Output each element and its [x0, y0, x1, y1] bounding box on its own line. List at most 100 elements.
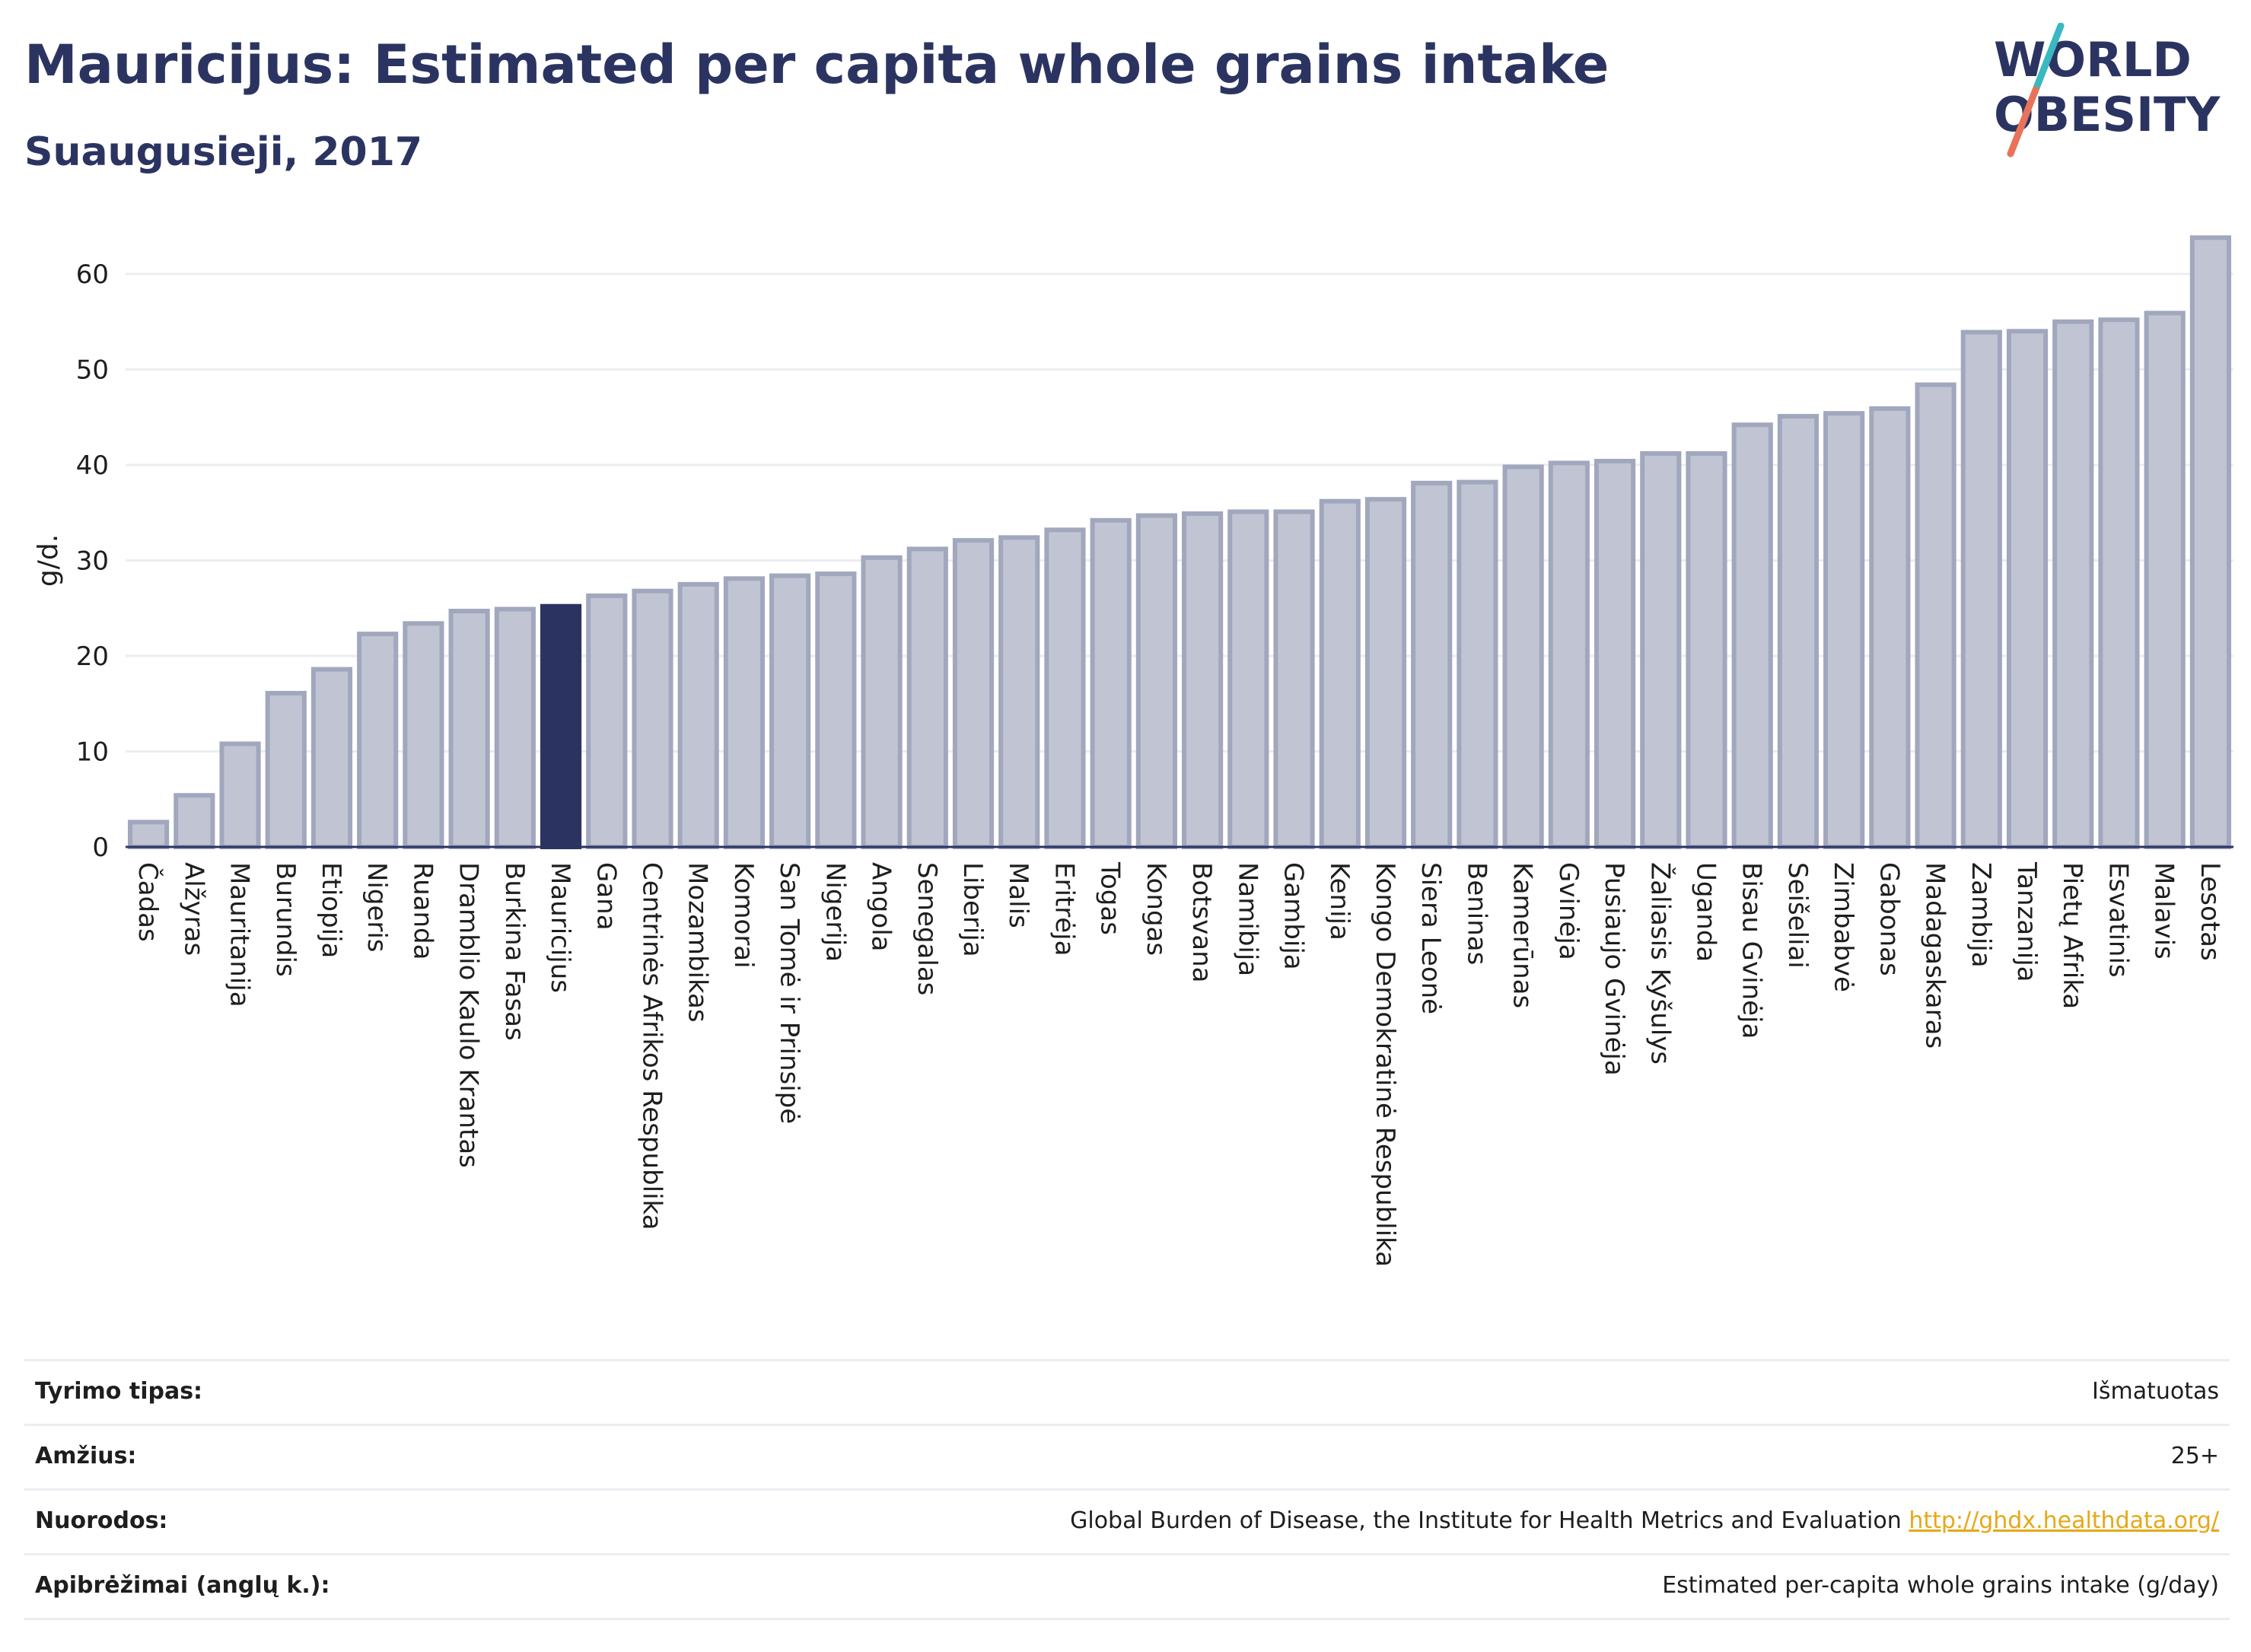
x-tick-label: Etiopija	[316, 862, 346, 958]
bar	[540, 603, 582, 849]
x-tick-label: Alžyras	[178, 862, 209, 956]
bar	[769, 573, 811, 850]
bar	[219, 741, 261, 850]
x-tick-label: Zimbabvė	[1828, 862, 1858, 992]
x-tick-label: Mauritanija	[224, 862, 255, 1007]
x-tick-label: Kamerūnas	[1508, 862, 1538, 1008]
x-tick-label: Namibija	[1232, 862, 1262, 976]
bar	[861, 555, 903, 849]
y-tick-label: 50	[76, 355, 109, 386]
bar	[906, 546, 948, 849]
x-tick-label: Čadas	[132, 862, 164, 942]
x-tick-label: Kenija	[1324, 862, 1355, 941]
y-tick-label: 20	[76, 641, 109, 672]
x-tick-label: San Tomė ir Prinsipė	[774, 862, 804, 1124]
meta-row-definitions: Apibrėžimai (anglų k.): Estimated per-ca…	[24, 1553, 2230, 1620]
bar	[632, 588, 673, 849]
bar	[1457, 479, 1498, 850]
bar	[1548, 460, 1590, 849]
x-tick-label: Uganda	[1691, 862, 1721, 962]
bar	[1044, 527, 1086, 850]
bar	[723, 576, 766, 849]
meta-row-study-type: Tyrimo tipas: Išmatuotas	[24, 1359, 2230, 1424]
reference-text: Global Burden of Disease, the Institute …	[1070, 1507, 1902, 1534]
meta-row-age: Amžius: 25+	[24, 1424, 2230, 1488]
bar	[1227, 509, 1269, 849]
x-tick-label: Angola	[866, 862, 896, 951]
x-tick-label: Senegalas	[912, 862, 942, 995]
y-tick-label: 60	[76, 259, 109, 290]
y-axis-label: g/d.	[33, 534, 64, 587]
x-tick-label: Dramblio Kaulo Krantas	[454, 862, 484, 1168]
y-tick-label: 10	[76, 737, 109, 768]
bar	[403, 621, 444, 850]
bar	[1915, 382, 1956, 849]
x-tick-label: Beninas	[1461, 862, 1492, 965]
meta-value-references: Global Burden of Disease, the Institute …	[1070, 1507, 2219, 1534]
x-tick-label: Burundis	[270, 862, 301, 977]
x-tick-label: Gvinėja	[1553, 862, 1584, 960]
x-tick-label: Gabonas	[1874, 862, 1904, 976]
bar	[1777, 413, 1820, 849]
bar	[1135, 513, 1177, 849]
x-tick-label: Seišeliai	[1782, 862, 1813, 969]
x-tick-label: Zambija	[1966, 862, 1996, 968]
y-tick-label: 30	[76, 546, 109, 577]
x-tick-label: Kongo Demokratinė Respublika	[1370, 862, 1400, 1267]
bar	[586, 593, 628, 849]
x-tick-label: Esvatinis	[2103, 862, 2133, 978]
bar	[1823, 411, 1865, 849]
x-tick-label: Burkina Fasas	[499, 862, 530, 1041]
bar	[952, 538, 995, 850]
bar	[2098, 317, 2140, 849]
reference-link[interactable]: http://ghdx.healthdata.org/	[1909, 1507, 2219, 1534]
x-tick-label: Madagaskaras	[1920, 862, 1950, 1049]
x-tick-label: Togas	[1095, 861, 1126, 935]
x-tick-label: Tanzanija	[2011, 861, 2042, 982]
bar	[448, 609, 490, 849]
bar	[1960, 329, 2002, 849]
svg-text:WORLD: WORLD	[1994, 32, 2192, 88]
x-tick-label: Botsvana	[1186, 862, 1217, 983]
bar	[1640, 450, 1682, 849]
bar	[357, 632, 399, 849]
bar	[1411, 480, 1453, 849]
x-tick-label: Gana	[591, 862, 621, 931]
x-tick-label: Kongas	[1141, 862, 1171, 956]
x-tick-label: Nigerija	[820, 862, 850, 962]
world-obesity-logo: WORLD OBESITY	[1994, 23, 2221, 158]
meta-label: Amžius:	[35, 1443, 137, 1469]
bar	[265, 690, 307, 849]
bar	[310, 667, 353, 849]
bar	[2144, 310, 2186, 849]
x-tick-label: Pusiaujo Gvinėja	[1599, 862, 1629, 1076]
bar	[1869, 406, 1911, 849]
bar	[2052, 319, 2094, 849]
x-tick-label: Malavis	[2149, 862, 2179, 960]
meta-value: 25+	[2170, 1443, 2219, 1469]
x-tick-label: Liberija	[957, 862, 988, 957]
x-tick-label: Malis	[1003, 862, 1033, 928]
bar	[1686, 450, 1727, 849]
x-tick-label: Pietų Afrika	[2057, 862, 2087, 1009]
bar	[677, 581, 719, 849]
bar	[1273, 509, 1315, 849]
x-tick-label: Komorai	[728, 862, 759, 969]
x-tick-label: Mozambikas	[683, 862, 713, 1023]
x-tick-label: Eritrėja	[1049, 862, 1079, 956]
x-tick-label: Mauricijus	[545, 862, 575, 993]
bar	[2006, 329, 2049, 849]
meta-label: Tyrimo tipas:	[35, 1378, 203, 1405]
bar	[1090, 517, 1132, 849]
x-tick-label: Žaliasis Kyšulys	[1644, 862, 1676, 1065]
x-tick-label: Lesotas	[2195, 862, 2225, 961]
page-title: Mauricijus: Estimated per capita whole g…	[24, 33, 1609, 96]
bar	[1502, 464, 1544, 849]
meta-label: Apibrėžimai (anglų k.):	[35, 1572, 330, 1599]
bar	[1182, 511, 1224, 849]
bar	[1594, 458, 1636, 849]
y-tick-label: 0	[92, 832, 109, 863]
meta-row-references: Nuorodos: Global Burden of Disease, the …	[24, 1488, 2230, 1553]
x-tick-label: Ruanda	[407, 862, 438, 960]
x-tick-label: Siera Leonė	[1415, 862, 1446, 1014]
